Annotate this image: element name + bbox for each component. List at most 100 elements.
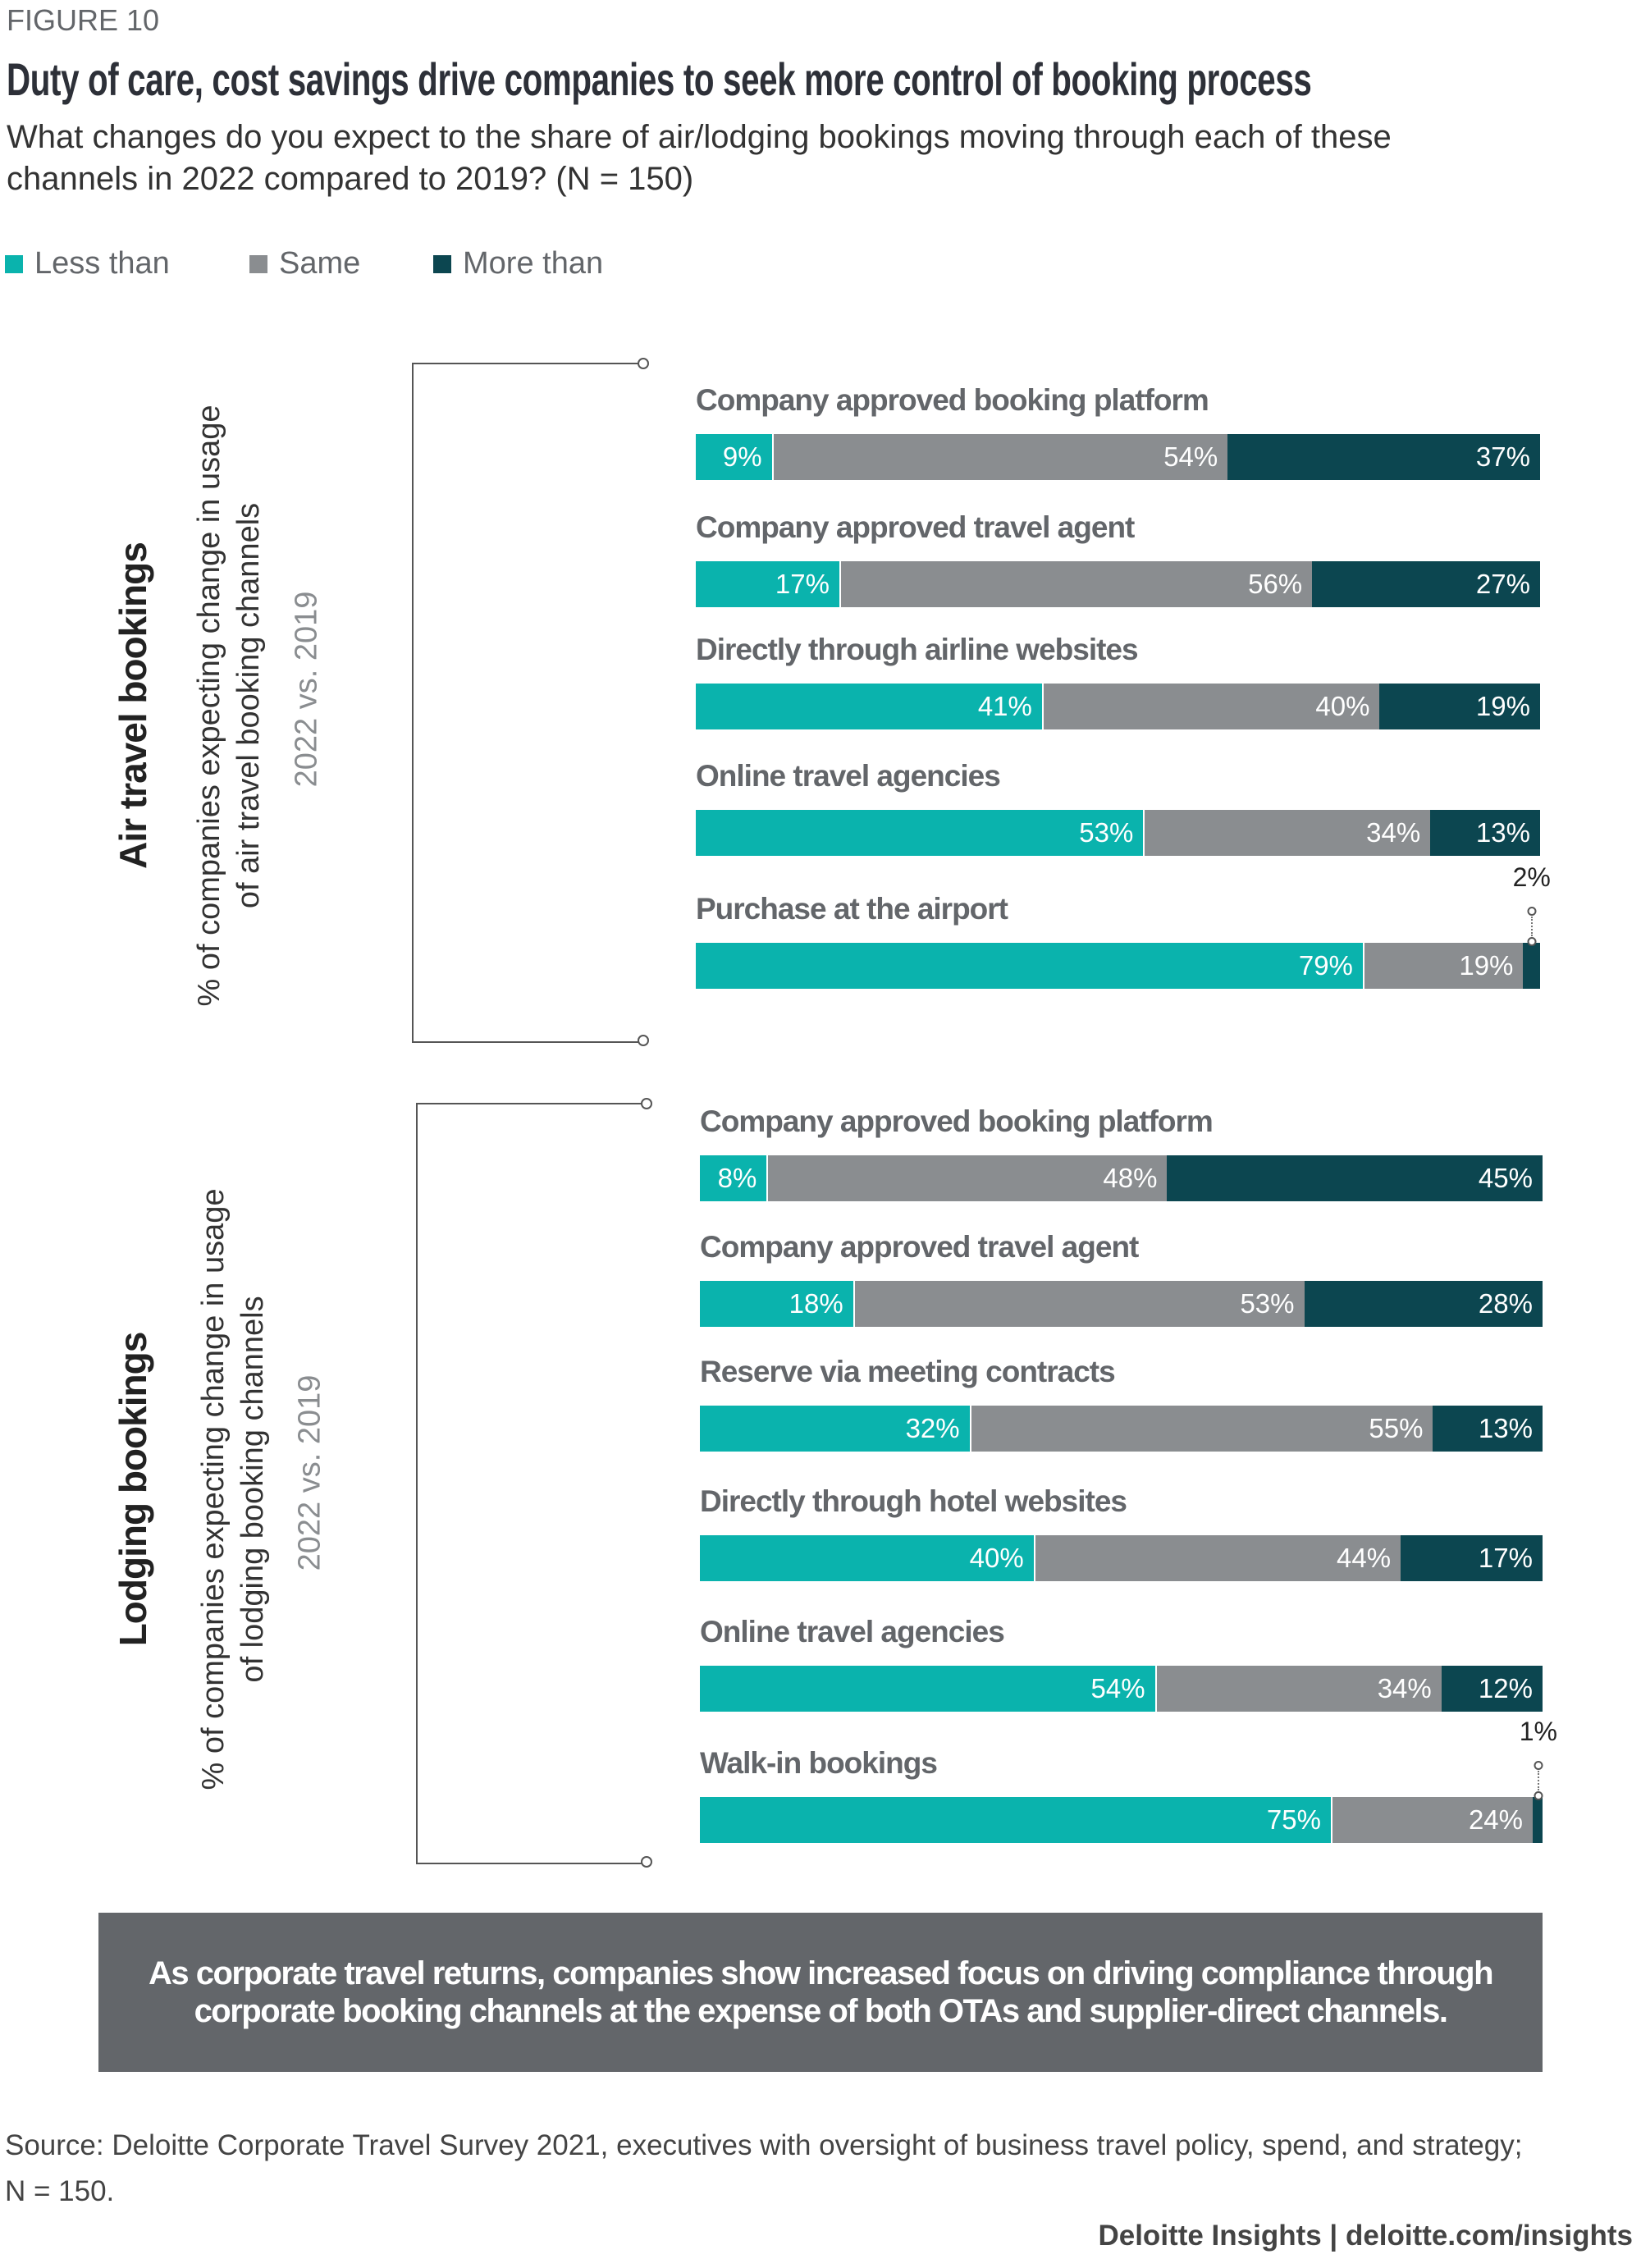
data-label: 44% [1337,1543,1392,1573]
bar-segment-same: 34% [1143,810,1431,856]
callout-line-1: As corporate travel returns, companies s… [148,1955,1494,1991]
stacked-bar: 9% 54% 37% [696,434,1540,480]
bar-segment-same: 54% [771,434,1228,480]
group-bracket [412,363,641,1043]
bar-segment-less: 75% [700,1797,1331,1843]
data-label-callout: 1% [1519,1717,1557,1746]
legend-less: Less than [5,246,170,281]
bar-segment-less: 8% [700,1155,767,1201]
leader-dot [1534,1791,1543,1800]
data-label: 13% [1475,817,1530,848]
bar-segment-more: 19% [1379,684,1540,729]
legend-same: Same [249,246,360,281]
source-line-1: Source: Deloitte Corporate Travel Survey… [5,2129,1523,2161]
data-label: 32% [905,1413,960,1443]
data-label: 75% [1266,1804,1321,1835]
callout-line-2: corporate booking channels at the expens… [194,1993,1448,2029]
bar-segment-same: 53% [852,1281,1305,1327]
data-label: 40% [969,1543,1024,1573]
footer-credit: Deloitte Insights | deloitte.com/insight… [1098,2220,1633,2252]
row-label: Company approved booking platform [696,383,1209,417]
leader-line [1530,917,1533,936]
data-label: 17% [1478,1543,1533,1573]
bar-segment-more: 28% [1304,1281,1543,1327]
row-label: Directly through airline websites [696,633,1139,666]
stacked-bar: 8% 48% 45% [700,1155,1543,1201]
legend-swatch-more [433,254,451,273]
data-label: 13% [1478,1413,1533,1443]
data-label: 18% [789,1288,843,1319]
data-label: 37% [1475,441,1530,472]
bar-segment-less: 9% [696,434,772,480]
bar-segment-less: 54% [700,1666,1155,1712]
stacked-bar: 54% 34% 12% [700,1666,1543,1712]
leader-dot [1527,907,1537,916]
row-label: Company approved travel agent [700,1230,1139,1264]
data-label: 19% [1459,950,1514,981]
data-label-callout: 2% [1512,862,1551,892]
data-label: 56% [1248,569,1303,599]
leader-dot [1527,937,1537,946]
data-label: 54% [1163,441,1218,472]
row-label: Reserve via meeting contracts [700,1355,1116,1388]
data-label: 34% [1377,1673,1432,1703]
period-label: 2022 vs. 2019 [289,591,324,788]
bar-segment-less: 32% [700,1406,970,1452]
bar-segment-more: 45% [1167,1155,1543,1201]
subtitle-line-1: What changes do you expect to the share … [7,119,1392,155]
chart-title: Duty of care, cost savings drive compani… [7,53,1312,105]
data-label: 79% [1298,950,1353,981]
bar-segment-more: 17% [1401,1535,1543,1581]
group-bracket [416,1103,644,1864]
data-label: 40% [1315,691,1370,721]
bar-segment-less: 41% [696,684,1042,729]
bar-segment-same: 44% [1033,1535,1401,1581]
bracket-end-dot [641,1856,652,1868]
legend-swatch-less [5,254,23,273]
bar-segment-more: 27% [1312,561,1540,607]
row-label: Online travel agencies [700,1615,1005,1648]
bar-segment-same: 34% [1154,1666,1442,1712]
source-line-2: N = 150. [5,2175,115,2207]
group-title: Lodging bookings [112,1332,154,1647]
bar-segment-less: 53% [696,810,1144,856]
stacked-bar: 41% 40% 19% [696,684,1540,729]
bar-segment-same: 48% [766,1155,1168,1201]
bracket-end-dot [638,1035,649,1046]
stacked-bar: 53% 34% 13% [696,810,1540,856]
data-label: 48% [1103,1163,1158,1193]
data-label: 19% [1475,691,1530,721]
data-label: 53% [1079,817,1134,848]
axis-label-line-1: % of companies expecting change in usage [196,1188,231,1790]
leader-line [1537,1771,1539,1790]
legend-label: More than [463,246,604,281]
data-label: 54% [1090,1673,1145,1703]
data-label: 34% [1366,817,1421,848]
bar-segment-same: 19% [1362,943,1524,989]
leader-dot [1534,1761,1543,1770]
stacked-bar: 18% 53% 28% [700,1281,1543,1327]
bar-segment-more: 37% [1227,434,1540,480]
data-label: 45% [1478,1163,1533,1193]
bar-segment-same: 55% [969,1406,1433,1452]
group-title: Air travel bookings [112,542,154,869]
bracket-end-dot [638,358,649,369]
data-label: 53% [1240,1288,1295,1319]
stacked-bar: 40% 44% 17% [700,1535,1543,1581]
bar-segment-same: 56% [839,561,1313,607]
bar-segment-more [1523,943,1540,989]
stacked-bar: 17% 56% 27% [696,561,1540,607]
row-label: Company approved booking platform [700,1104,1214,1138]
data-label: 24% [1468,1804,1523,1835]
figure-label: FIGURE 10 [7,3,160,37]
axis-label-line-1: % of companies expecting change in usage [192,405,226,1007]
row-label: Online travel agencies [696,759,1001,793]
data-label: 12% [1478,1673,1533,1703]
data-label: 55% [1369,1413,1424,1443]
bar-segment-more: 13% [1430,810,1540,856]
data-label: 27% [1475,569,1530,599]
stacked-bar: 79% 19% [696,943,1540,989]
subtitle-line-2: channels in 2022 compared to 2019? (N = … [7,161,694,197]
bar-segment-less: 18% [700,1281,853,1327]
row-label: Walk-in bookings [700,1746,938,1780]
